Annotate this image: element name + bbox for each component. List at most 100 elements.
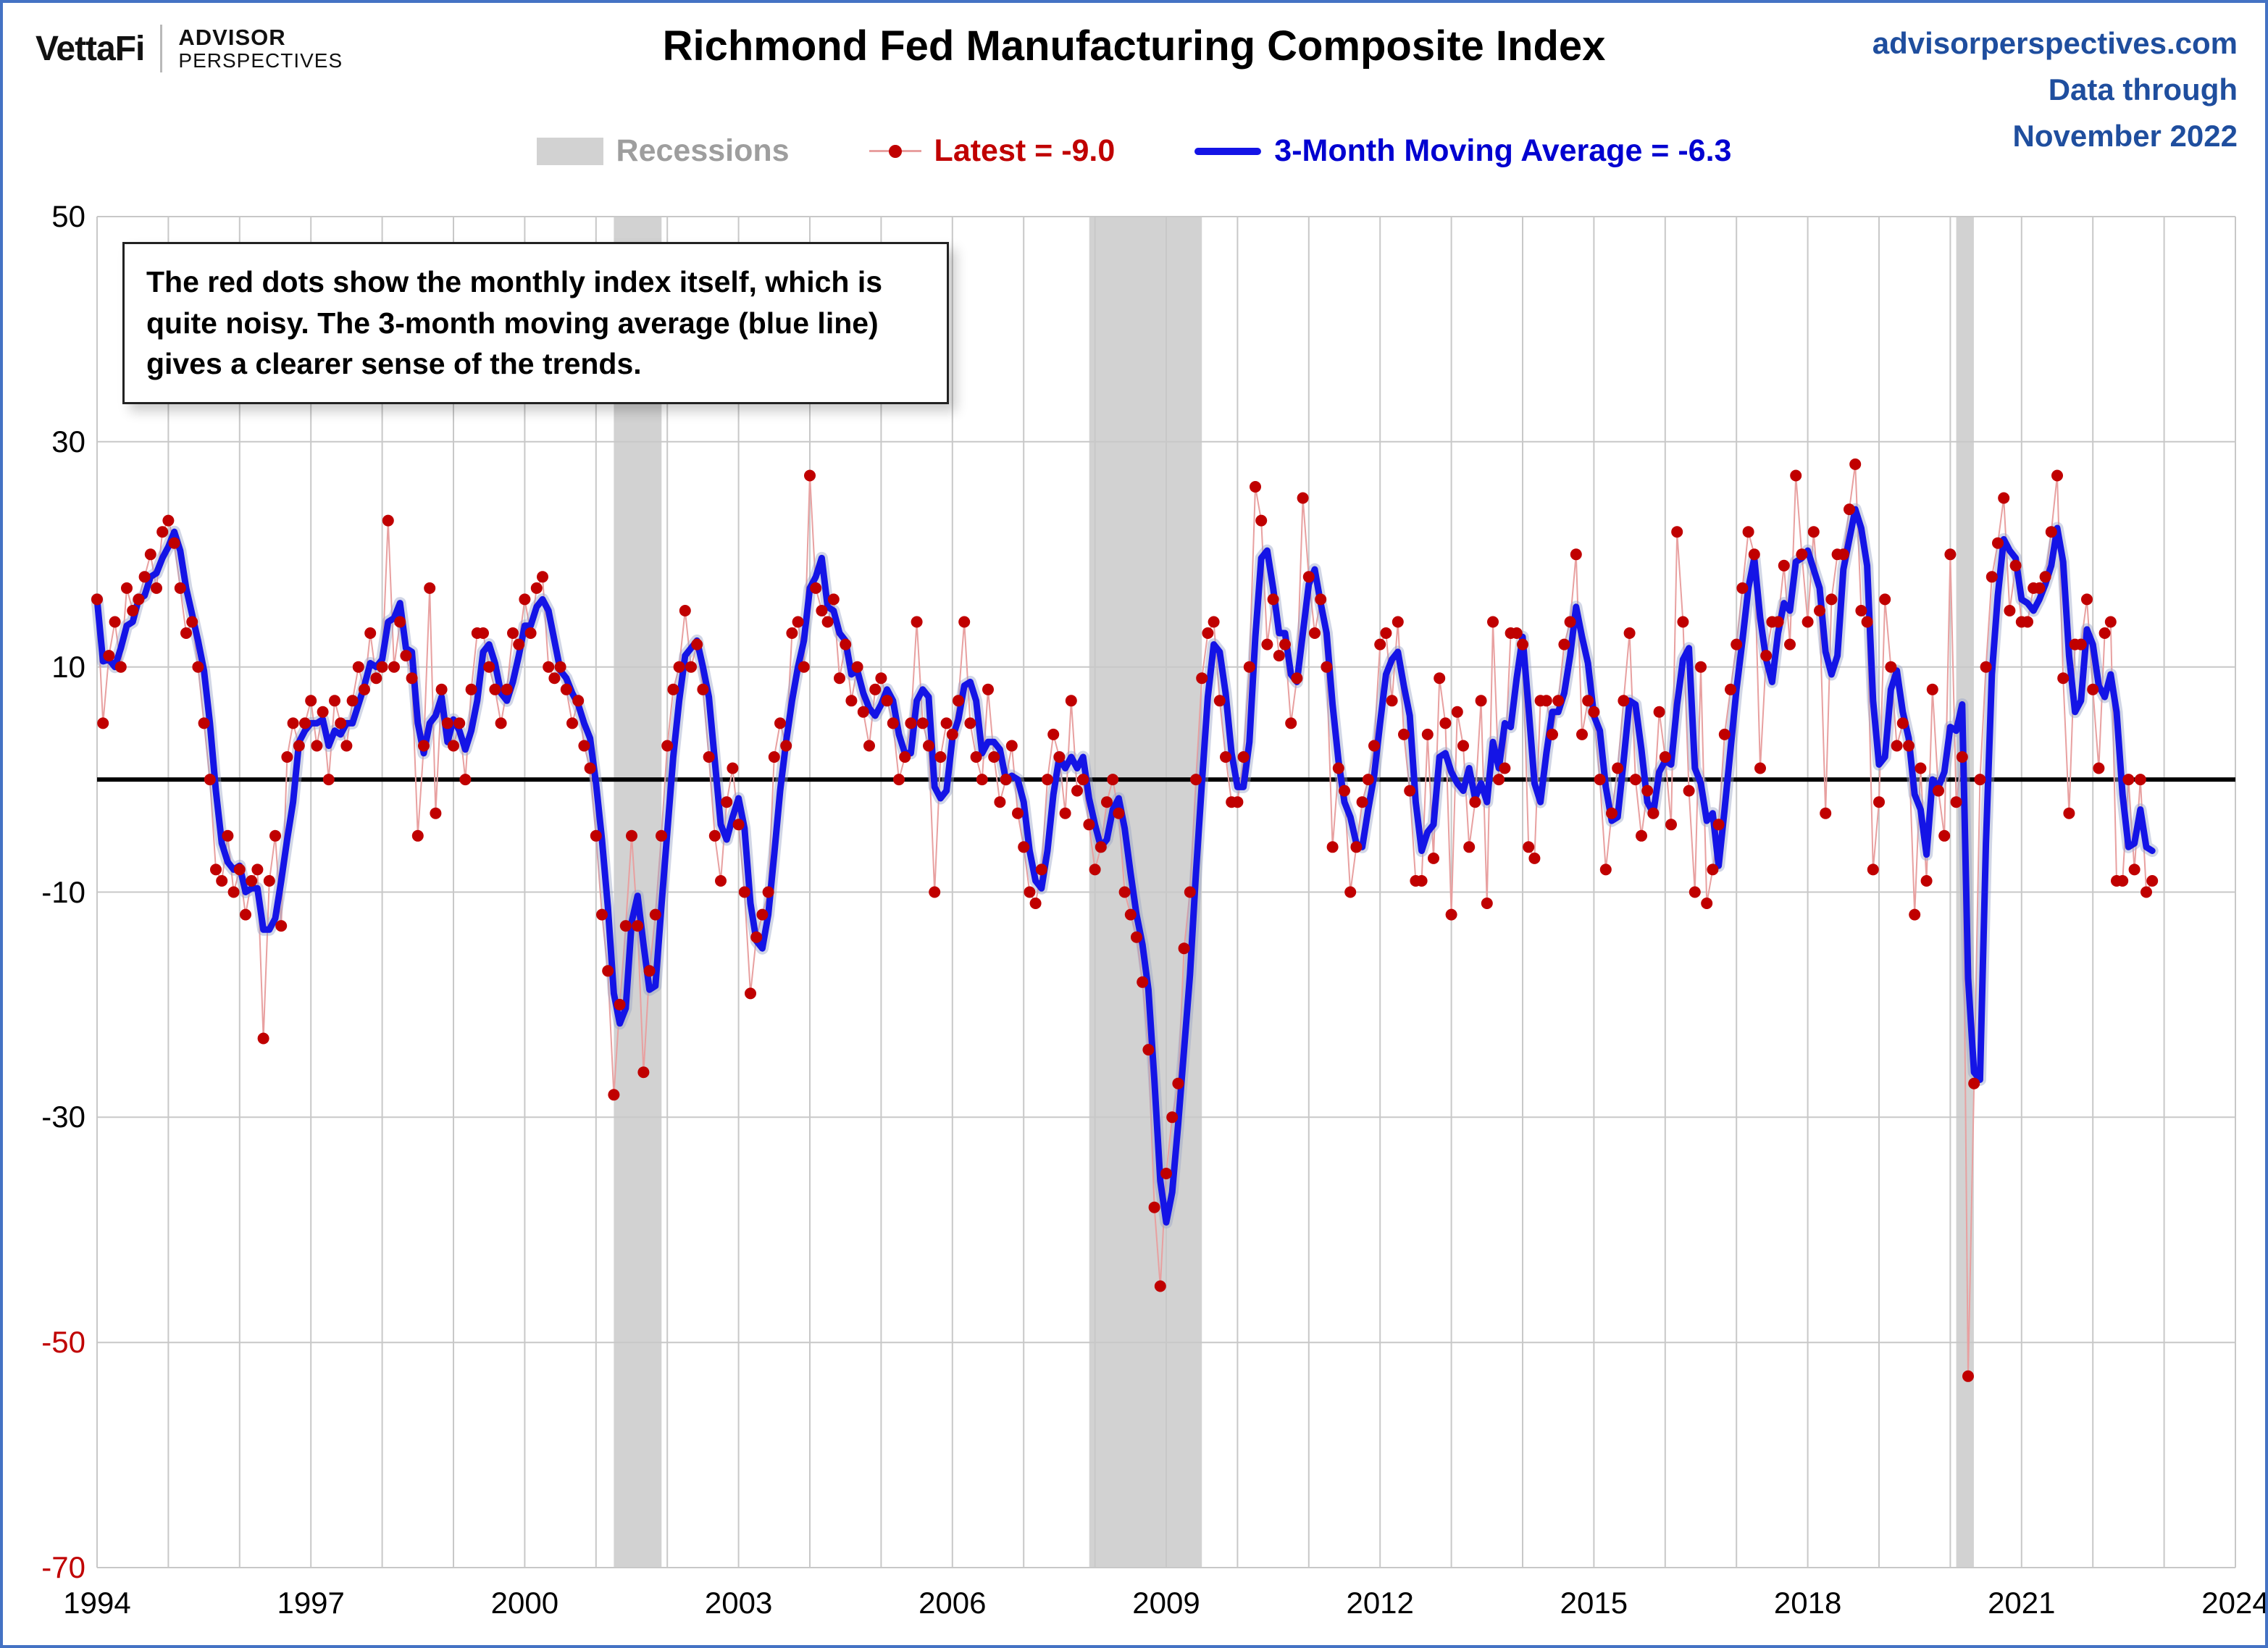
source-site-link[interactable]: advisorperspectives.com (1872, 26, 2238, 60)
monthly-dot (1552, 695, 1565, 707)
monthly-dot (501, 683, 513, 695)
monthly-dot (524, 627, 537, 639)
monthly-dot (1291, 672, 1303, 685)
monthly-dot (1428, 852, 1439, 864)
monthly-dot (1047, 728, 1060, 740)
monthly-dot (1517, 638, 1528, 651)
monthly-dot (1731, 638, 1743, 651)
monthly-dot (792, 616, 804, 628)
monthly-dot (958, 616, 971, 628)
monthly-dot (322, 774, 335, 786)
monthly-dot (2022, 616, 2033, 628)
monthly-dot (804, 469, 816, 482)
advisor-perspectives-wordmark: ADVISOR PERSPECTIVES (178, 25, 343, 70)
monthly-dot (649, 908, 661, 921)
monthly-dot (1315, 593, 1327, 606)
monthly-dot (543, 661, 555, 673)
monthly-dot (459, 774, 472, 786)
monthly-dot (1208, 616, 1220, 628)
monthly-dot (899, 751, 911, 763)
monthly-dot (768, 751, 780, 763)
monthly-dot (1885, 661, 1897, 673)
monthly-dot (507, 627, 519, 639)
monthly-dot (780, 740, 792, 752)
monthly-dot (519, 593, 531, 606)
monthly-dot (869, 683, 882, 695)
monthly-dot (940, 717, 953, 729)
monthly-dot (1118, 886, 1131, 898)
monthly-dot (1736, 582, 1749, 594)
monthly-dot (827, 593, 840, 606)
monthly-dot (703, 751, 715, 763)
monthly-dot (376, 661, 388, 673)
monthly-dot (465, 683, 477, 695)
monthly-dot (1784, 638, 1796, 651)
monthly-dot (1933, 785, 1944, 797)
monthly-dot (1231, 796, 1244, 808)
monthly-dot (934, 751, 947, 763)
monthly-dot (1029, 898, 1042, 909)
monthly-dot (2098, 627, 2111, 639)
monthly-dot (1089, 863, 1101, 876)
monthly-dot (1457, 740, 1469, 752)
monthly-dot (1005, 740, 1018, 752)
chart-title: Richmond Fed Manufacturing Composite Ind… (662, 22, 1606, 70)
annotation-box: The red dots show the monthly index itse… (122, 242, 949, 404)
monthly-dot (964, 717, 976, 729)
monthly-dot (156, 526, 169, 538)
x-axis-label: 2009 (1132, 1586, 1200, 1620)
monthly-dot (1558, 638, 1570, 651)
monthly-dot (548, 672, 561, 685)
monthly-dot (626, 829, 637, 842)
x-axis-label: 2006 (919, 1586, 987, 1620)
monthly-dot (317, 706, 329, 718)
monthly-dot (1528, 852, 1541, 864)
monthly-dot (578, 740, 590, 752)
monthly-dot (1695, 661, 1707, 673)
monthly-dot (1321, 661, 1333, 673)
monthly-dot (1196, 672, 1208, 685)
monthly-dot (435, 683, 448, 695)
monthly-dot (198, 717, 210, 729)
monthly-dot (786, 627, 798, 639)
monthly-dot (1510, 627, 1523, 639)
monthly-dot (738, 886, 750, 898)
monthly-dot (1962, 1370, 1974, 1382)
red-dot-marker (869, 144, 921, 158)
monthly-dot (287, 717, 299, 729)
monthly-dot (1718, 728, 1731, 740)
monthly-dot (1018, 841, 1030, 853)
latest-value-label: Latest = -9.0 (934, 133, 1116, 168)
vettafi-logo: VettaFi ADVISOR PERSPECTIVES (35, 25, 343, 72)
monthly-dot (1434, 672, 1446, 685)
monthly-dot (1137, 976, 1149, 988)
monthly-dot (311, 740, 323, 752)
monthly-dot (1213, 695, 1226, 707)
monthly-dot (721, 796, 733, 808)
monthly-dot (602, 965, 614, 977)
monthly-dot (632, 920, 644, 932)
monthly-dot (756, 908, 769, 921)
monthly-dot (1339, 785, 1350, 797)
monthly-dot (210, 863, 222, 876)
monthly-dot (263, 875, 275, 887)
monthly-dot (1113, 807, 1125, 819)
monthly-dot (637, 1066, 650, 1079)
monthly-dot (1398, 728, 1410, 740)
monthly-dot (1980, 661, 1992, 673)
monthly-dot (1463, 841, 1476, 853)
monthly-dot (916, 717, 929, 729)
monthly-dot (1380, 627, 1392, 639)
monthly-dot (1309, 627, 1321, 639)
monthly-dot (994, 796, 1006, 808)
monthly-dot (1487, 616, 1499, 628)
monthly-dot (1285, 717, 1297, 729)
monthly-dot (643, 965, 656, 977)
monthly-dot (685, 661, 697, 673)
monthly-dot (1297, 492, 1309, 504)
monthly-dot (2128, 863, 2141, 876)
monthly-dot (1944, 548, 1957, 561)
y-axis-label: 30 (51, 424, 85, 459)
monthly-dot (1273, 650, 1285, 662)
data-through-label: Data through (2048, 72, 2238, 106)
